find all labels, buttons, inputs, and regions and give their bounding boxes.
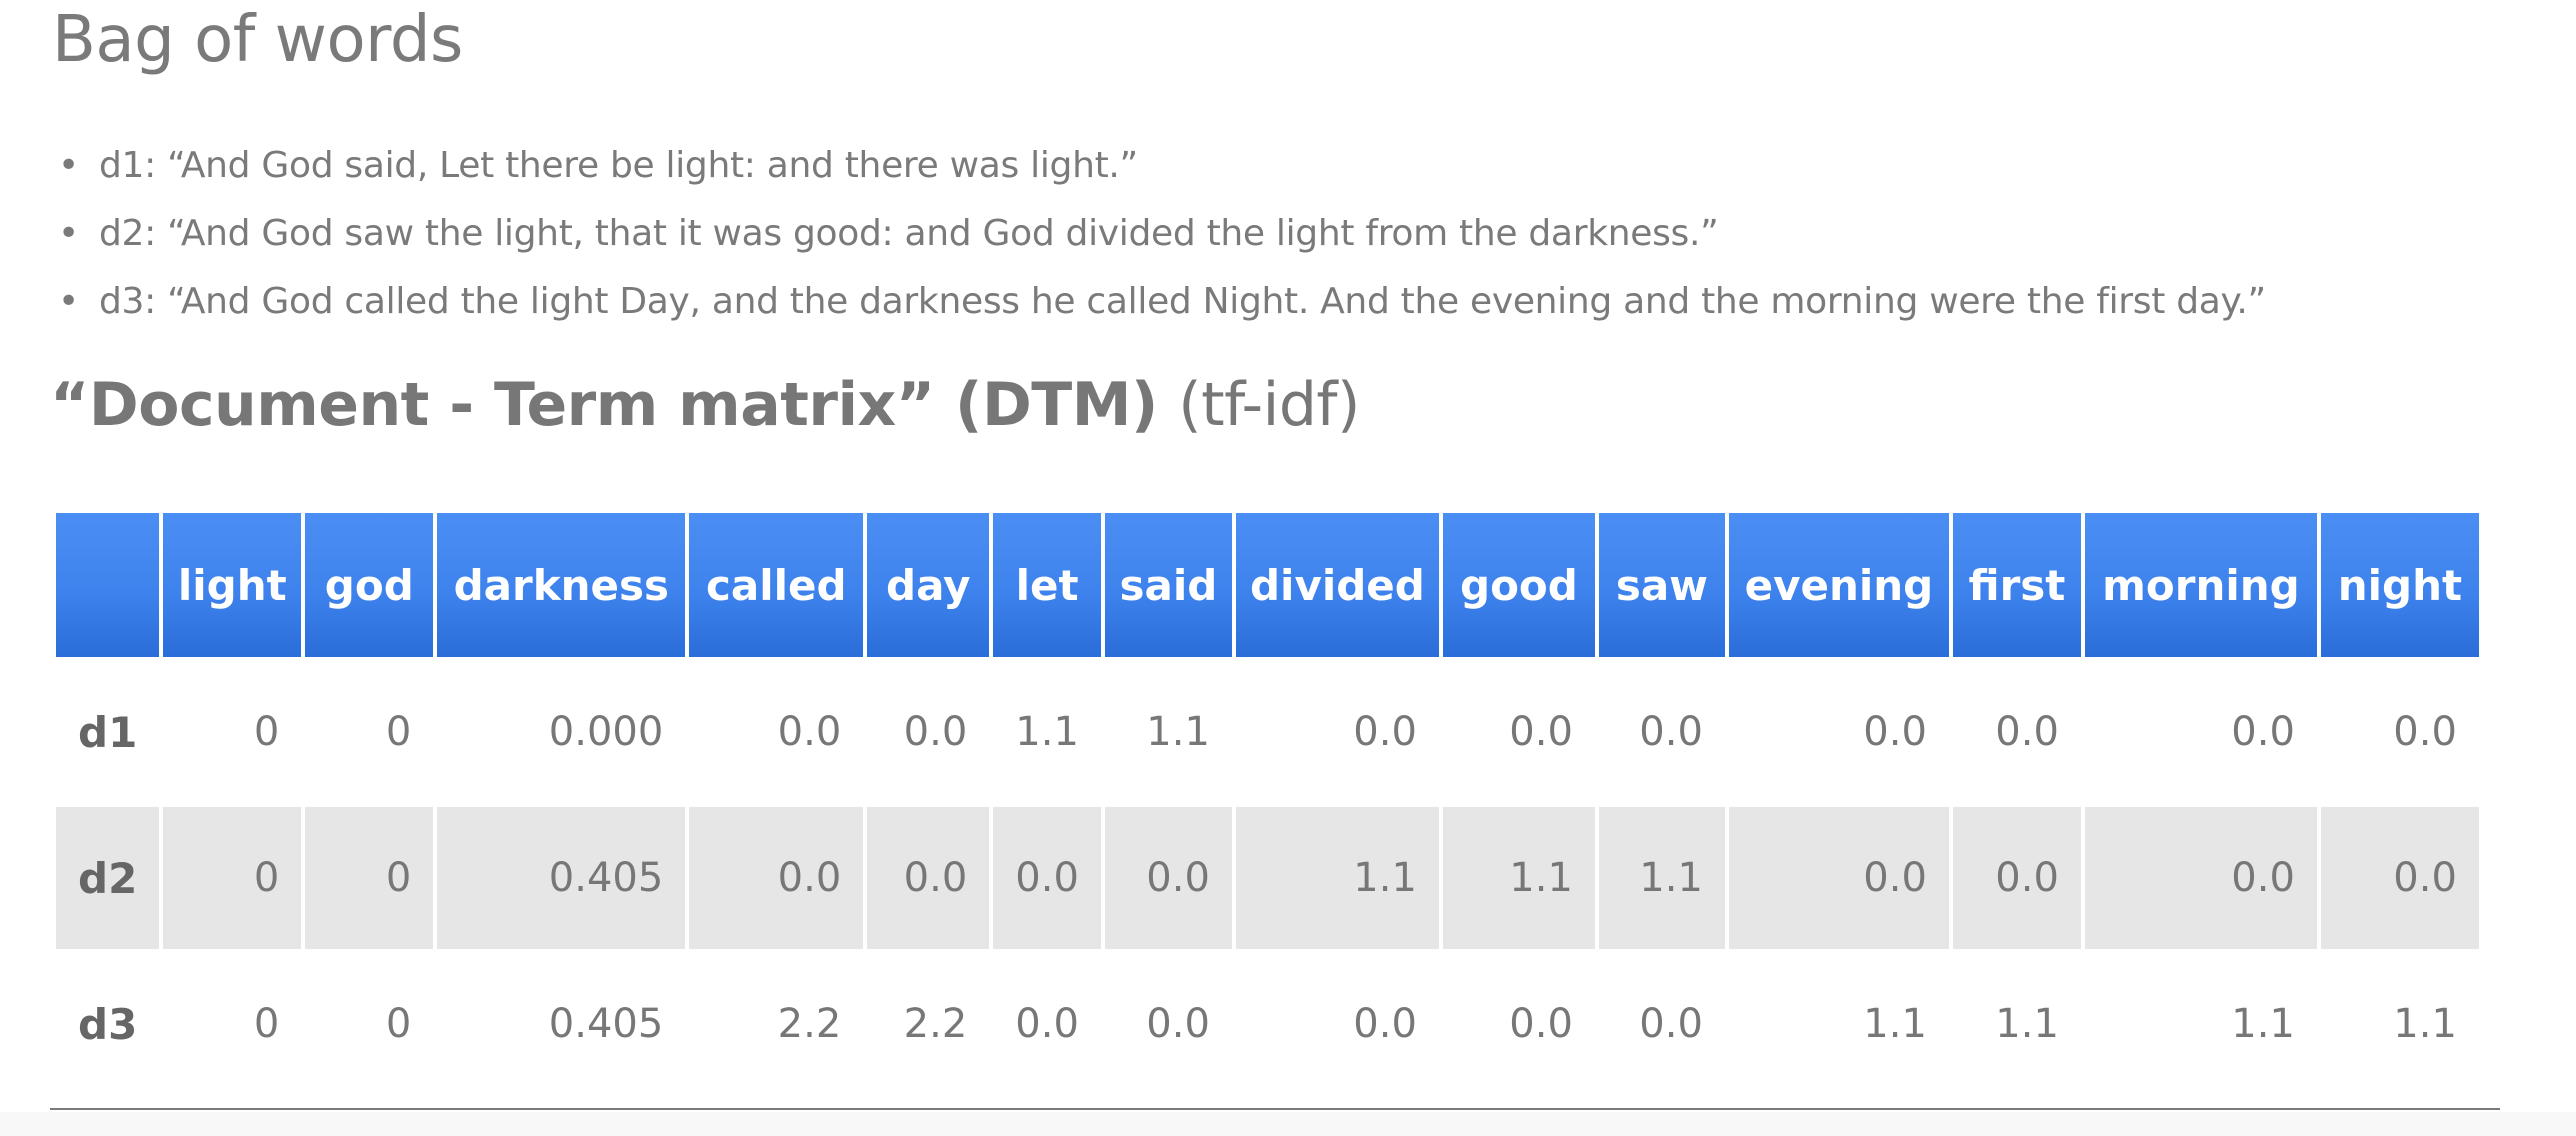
document-text: d2: “And God saw the light, that it was … — [99, 213, 1719, 254]
table-cell: 0.0 — [2393, 709, 2457, 755]
row-header: d3 — [78, 999, 138, 1049]
table-cell: 0.0 — [1353, 1001, 1417, 1047]
table-cell: 0.405 — [548, 1001, 664, 1047]
column-header: good — [1442, 513, 1595, 657]
table-cell: 0.0 — [689, 807, 864, 949]
column-header: let — [993, 513, 1101, 657]
table-cell: 0 — [253, 709, 280, 755]
table-cell: 0.0 — [1863, 709, 1927, 755]
document-item-d3: • d3: “And God called the light Day, and… — [52, 274, 2266, 342]
column-header: day — [867, 513, 990, 657]
table-cell: 0.0 — [2320, 807, 2479, 949]
bullet-icon: • — [58, 281, 79, 322]
table-cell: 0.0 — [1639, 1001, 1703, 1047]
table-row: d2 0 0 0.405 0.0 0.0 0.0 0.0 1.1 1.1 1.1… — [56, 807, 2479, 949]
column-header: first — [1952, 513, 2081, 657]
column-header: said — [1104, 513, 1232, 657]
document-item-d2: • d2: “And God saw the light, that it wa… — [52, 206, 2266, 274]
table-cell: 0.0 — [903, 709, 968, 755]
table-cell: 0.0 — [777, 709, 842, 755]
table-cell: 0.0 — [1509, 1001, 1573, 1047]
table-cell: 0.0 — [1104, 807, 1232, 949]
table-cell: 0.0 — [867, 807, 990, 949]
table-cell: 0.0 — [1728, 807, 1949, 949]
page-title: Bag of words — [52, 3, 463, 77]
table-cell: 1.1 — [1863, 1001, 1927, 1047]
table-cell: 0.0 — [1639, 709, 1703, 755]
row-header: d1 — [78, 707, 138, 757]
document-text: d3: “And God called the light Day, and t… — [99, 281, 2266, 322]
table-cell: 1.1 — [1235, 807, 1439, 949]
table-cell: 0.405 — [437, 807, 686, 949]
header-row: light god darkness called day let said d… — [56, 513, 2479, 657]
table-cell: 0 — [163, 807, 302, 949]
table-cell: 0.0 — [1995, 709, 2059, 755]
table-cell: 0.0 — [2084, 807, 2317, 949]
matrix-title: “Document - Term matrix” (DTM) (tf-idf) — [50, 360, 1360, 450]
table-row: d3 0 0 0.405 2.2 2.2 0.0 0.0 0.0 0.0 0.0… — [56, 953, 2479, 1095]
table-row: d1 0 0 0.000 0.0 0.0 1.1 1.1 0.0 0.0 0.0… — [56, 661, 2479, 803]
bullet-icon: • — [58, 213, 79, 254]
table-cell: 0.000 — [548, 709, 664, 755]
column-header: light — [163, 513, 302, 657]
bottom-divider — [50, 1108, 2500, 1110]
column-header: divided — [1235, 513, 1439, 657]
table-cell: 0.0 — [2231, 709, 2295, 755]
table-cell: 0.0 — [993, 807, 1101, 949]
row-header: d2 — [56, 807, 160, 949]
table-cell: 0 — [385, 709, 412, 755]
document-item-d1: • d1: “And God said, Let there be light:… — [52, 138, 2266, 206]
column-header: evening — [1728, 513, 1949, 657]
table-cell: 1.1 — [1995, 1001, 2059, 1047]
table-cell: 1.1 — [2393, 1001, 2457, 1047]
table-cell: 0 — [385, 1001, 412, 1047]
document-term-matrix: light god darkness called day let said d… — [52, 509, 2483, 1099]
document-text: d1: “And God said, Let there be light: a… — [99, 145, 1138, 186]
table-cell: 0 — [253, 1001, 280, 1047]
table-cell: 1.1 — [1146, 709, 1210, 755]
column-header: darkness — [437, 513, 686, 657]
table-cell: 0 — [305, 807, 434, 949]
corner-header-cell — [56, 513, 160, 657]
matrix-title-main: “Document - Term matrix” (DTM) — [50, 370, 1158, 440]
table-cell: 1.1 — [2231, 1001, 2295, 1047]
column-header: morning — [2084, 513, 2317, 657]
table-cell: 1.1 — [1598, 807, 1725, 949]
table-cell: 0.0 — [1353, 709, 1417, 755]
table-cell: 1.1 — [1442, 807, 1595, 949]
matrix-title-suffix: (tf-idf) — [1178, 370, 1360, 440]
footer-band — [0, 1112, 2576, 1136]
document-list: • d1: “And God said, Let there be light:… — [52, 138, 2266, 342]
bullet-icon: • — [58, 145, 79, 186]
table-cell: 2.2 — [903, 1001, 968, 1047]
table-cell: 0.0 — [1509, 709, 1573, 755]
table-cell: 0.0 — [1952, 807, 2081, 949]
table-cell: 0.0 — [1015, 1001, 1079, 1047]
table-cell: 2.2 — [777, 1001, 842, 1047]
column-header: called — [689, 513, 864, 657]
table-cell: 0.0 — [1146, 1001, 1210, 1047]
column-header: night — [2320, 513, 2479, 657]
column-header: saw — [1598, 513, 1725, 657]
column-header: god — [305, 513, 434, 657]
table-cell: 1.1 — [1015, 709, 1079, 755]
